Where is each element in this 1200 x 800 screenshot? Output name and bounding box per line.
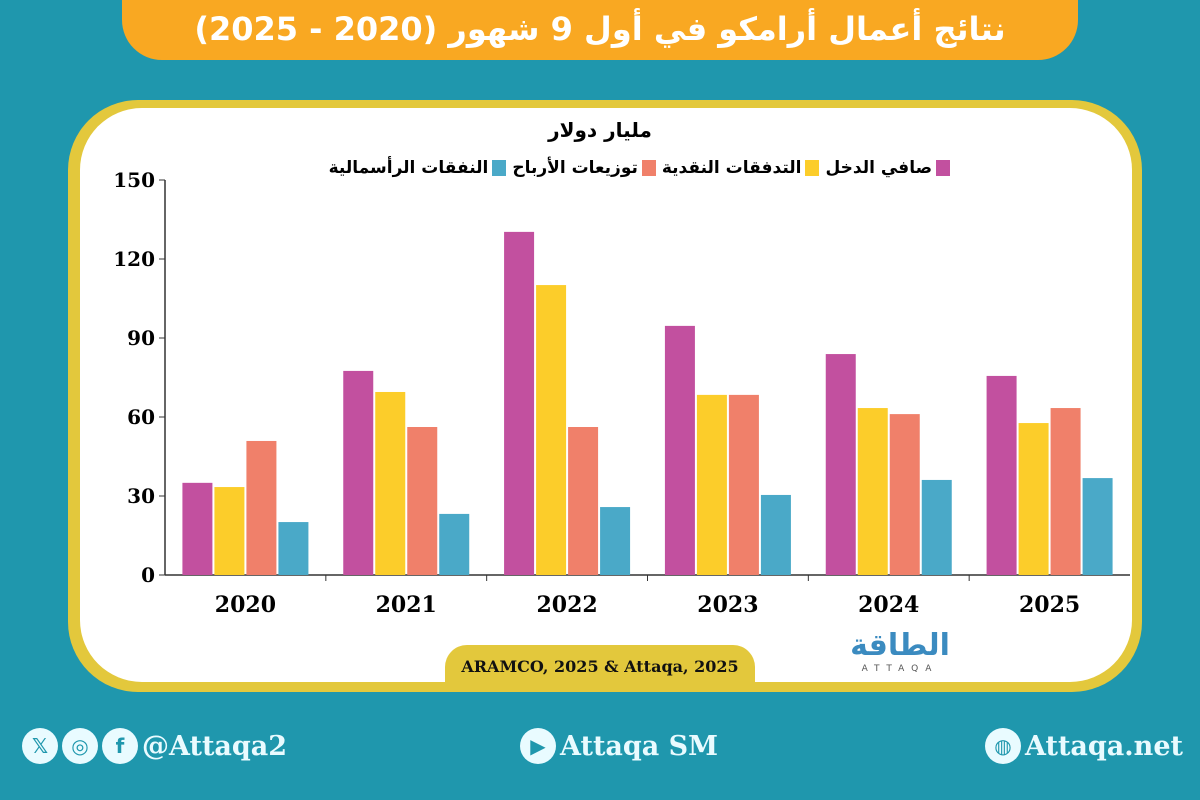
attaqa-logo: الطاقة ATTAQA — [850, 628, 950, 674]
chart-card — [80, 108, 1132, 682]
bar-2021-1 — [343, 370, 374, 575]
page-title: نتائج أعمال أرامكو في أول 9 شهور (2020 -… — [194, 10, 1006, 48]
legend-label: التدفقات النقدية — [661, 158, 802, 178]
source-tab: ARAMCO, 2025 & Attaqa, 2025 — [445, 645, 755, 687]
legend-label: توزيعات الأرباح — [512, 158, 638, 178]
legend: صافي الدخل التدفقات النقدية توزيعات الأر… — [260, 158, 950, 178]
legend-swatch — [936, 160, 950, 176]
bar-2025-3 — [1050, 408, 1081, 575]
bar-2023-2 — [696, 394, 727, 575]
legend-item: صافي الدخل — [825, 158, 950, 178]
y-tick-label: 60 — [127, 405, 155, 429]
social-handle[interactable]: @Attaqa2 — [142, 730, 288, 762]
legend-item: توزيعات الأرباح — [512, 158, 656, 178]
x-tick-label: 2022 — [536, 592, 597, 618]
legend-item: التدفقات النقدية — [662, 158, 820, 178]
bar-2024-4 — [921, 479, 952, 575]
youtube-icon[interactable]: ▶ — [520, 728, 556, 764]
bar-2020-4 — [278, 522, 309, 575]
youtube-link: ▶ Attaqa SM — [520, 728, 718, 764]
bar-2025-1 — [986, 375, 1017, 575]
legend-swatch — [492, 160, 507, 176]
y-tick-label: 30 — [127, 484, 155, 508]
bar-2023-4 — [760, 494, 791, 575]
bar-2022-4 — [600, 507, 631, 575]
x-tick-label: 2020 — [215, 592, 276, 618]
globe-icon[interactable]: ◍ — [985, 728, 1021, 764]
bar-2022-3 — [568, 427, 599, 575]
x-tick-label: 2025 — [1019, 592, 1080, 618]
legend-label: صافي الدخل — [825, 158, 932, 178]
bar-2021-2 — [375, 391, 406, 575]
bar-2020-3 — [246, 440, 277, 575]
website-link: ◍ Attaqa.net — [985, 728, 1183, 764]
bar-2022-2 — [536, 285, 567, 575]
bar-2021-4 — [439, 513, 470, 575]
facebook-icon[interactable]: f — [102, 728, 138, 764]
bar-2021-3 — [407, 427, 438, 575]
legend-item: النفقات الرأسمالية — [329, 158, 507, 178]
y-tick-label: 120 — [113, 247, 155, 271]
legend-swatch — [641, 160, 656, 176]
social-links: 𝕏 ◎ f @Attaqa2 — [22, 728, 287, 764]
x-icon[interactable]: 𝕏 — [22, 728, 58, 764]
title-bar: نتائج أعمال أرامكو في أول 9 شهور (2020 -… — [122, 0, 1078, 60]
instagram-icon[interactable]: ◎ — [62, 728, 98, 764]
legend-label: النفقات الرأسمالية — [328, 158, 489, 178]
bar-2025-2 — [1018, 423, 1049, 575]
y-tick-label: 0 — [141, 563, 155, 587]
bar-2023-3 — [728, 394, 759, 575]
bar-2022-1 — [504, 231, 535, 576]
unit-label: مليار دولار — [548, 118, 652, 142]
bar-2020-1 — [182, 482, 213, 575]
bar-2023-1 — [664, 325, 695, 575]
bar-2020-2 — [214, 487, 245, 575]
youtube-handle[interactable]: Attaqa SM — [560, 730, 719, 762]
y-tick-label: 90 — [127, 326, 155, 350]
legend-swatch — [805, 160, 820, 176]
y-tick-label: 150 — [113, 168, 155, 192]
x-tick-label: 2021 — [376, 592, 437, 618]
x-tick-label: 2024 — [858, 592, 919, 618]
bar-2024-2 — [857, 408, 888, 575]
bar-2025-4 — [1082, 478, 1113, 575]
bar-2024-3 — [889, 414, 920, 575]
website-url[interactable]: Attaqa.net — [1025, 730, 1183, 762]
x-tick-label: 2023 — [697, 592, 758, 618]
bar-2024-1 — [825, 354, 856, 575]
